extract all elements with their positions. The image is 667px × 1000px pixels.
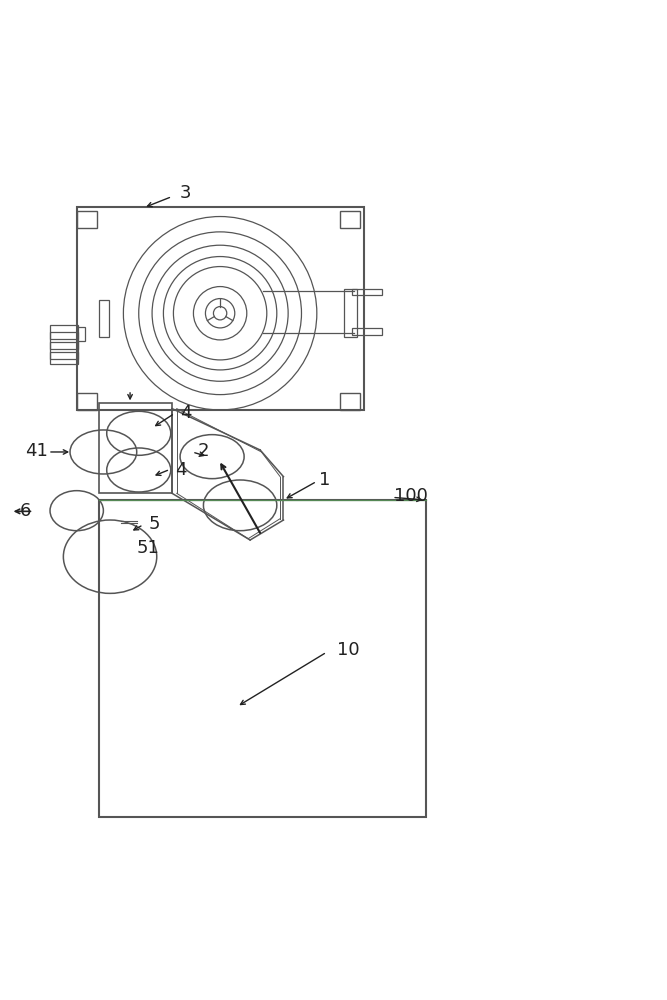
- Bar: [77, 327, 85, 341]
- Text: 100: 100: [394, 487, 428, 505]
- Bar: [99, 500, 426, 817]
- Text: 1: 1: [319, 471, 330, 489]
- Bar: [50, 332, 78, 339]
- Bar: [340, 393, 360, 410]
- Text: 41: 41: [25, 442, 48, 460]
- Text: 4: 4: [180, 404, 191, 422]
- Text: 4: 4: [175, 461, 186, 479]
- Text: 2: 2: [197, 442, 209, 460]
- Bar: [77, 393, 97, 410]
- Bar: [50, 342, 78, 349]
- Bar: [50, 325, 78, 364]
- Bar: [352, 328, 382, 335]
- Bar: [344, 289, 357, 337]
- Bar: [77, 207, 364, 410]
- Bar: [340, 211, 360, 228]
- Text: 6: 6: [20, 502, 31, 520]
- Text: 3: 3: [180, 184, 191, 202]
- Bar: [99, 300, 109, 337]
- Bar: [77, 211, 97, 228]
- Text: 51: 51: [137, 539, 159, 557]
- Bar: [50, 352, 78, 359]
- Text: 10: 10: [337, 641, 360, 659]
- Bar: [99, 403, 172, 493]
- Bar: [352, 289, 382, 295]
- Text: 5: 5: [148, 515, 159, 533]
